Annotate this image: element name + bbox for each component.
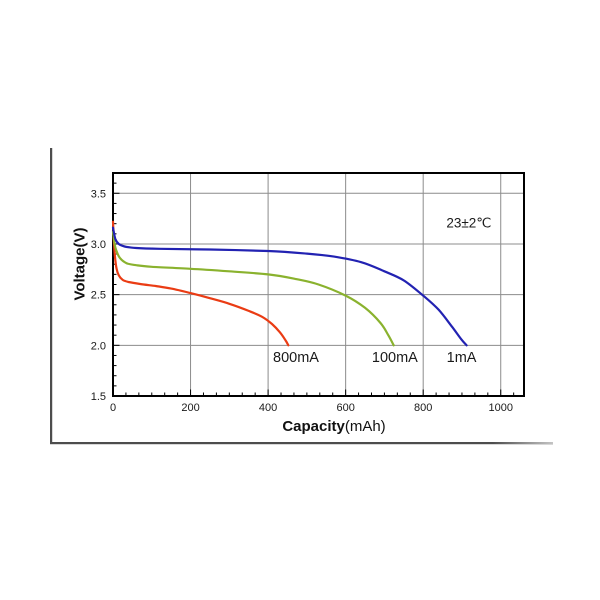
x-axis-title: Capacity(mAh): [282, 418, 385, 435]
y-tick-label: 2.0: [91, 340, 106, 352]
x-tick-label: 600: [336, 402, 354, 414]
plot-border: [112, 172, 525, 397]
x-axis-title-unit: (mAh): [344, 418, 386, 435]
x-tick-label: 1000: [488, 402, 512, 414]
series-label-100mA: 100mA: [372, 350, 418, 366]
y-axis-title-unit: (V): [71, 227, 89, 248]
x-axis-title-text: Capacity: [282, 418, 345, 435]
temperature-annotation: 23±2℃: [446, 216, 491, 231]
y-axis-title-text: Voltage: [71, 247, 89, 301]
series-label-1mA: 1mA: [447, 350, 477, 366]
curve-100mA: [111, 230, 395, 347]
x-tick-label: 200: [181, 402, 199, 414]
y-axis-title: Voltage(V): [72, 227, 89, 300]
y-tick-label: 3.0: [91, 239, 106, 251]
panel-left-border: [50, 148, 52, 443]
y-tick-label: 2.5: [91, 290, 106, 302]
x-tick-label: 0: [110, 402, 116, 414]
y-tick-label: 3.5: [91, 188, 106, 200]
x-tick-label: 800: [414, 402, 432, 414]
series-label-800mA: 800mA: [273, 350, 319, 366]
x-tick-label: 400: [259, 402, 277, 414]
curve-1mA: [111, 226, 468, 347]
panel-bottom-border: [50, 442, 553, 444]
y-tick-label: 1.5: [91, 391, 106, 403]
curve-800mA: [111, 220, 290, 347]
